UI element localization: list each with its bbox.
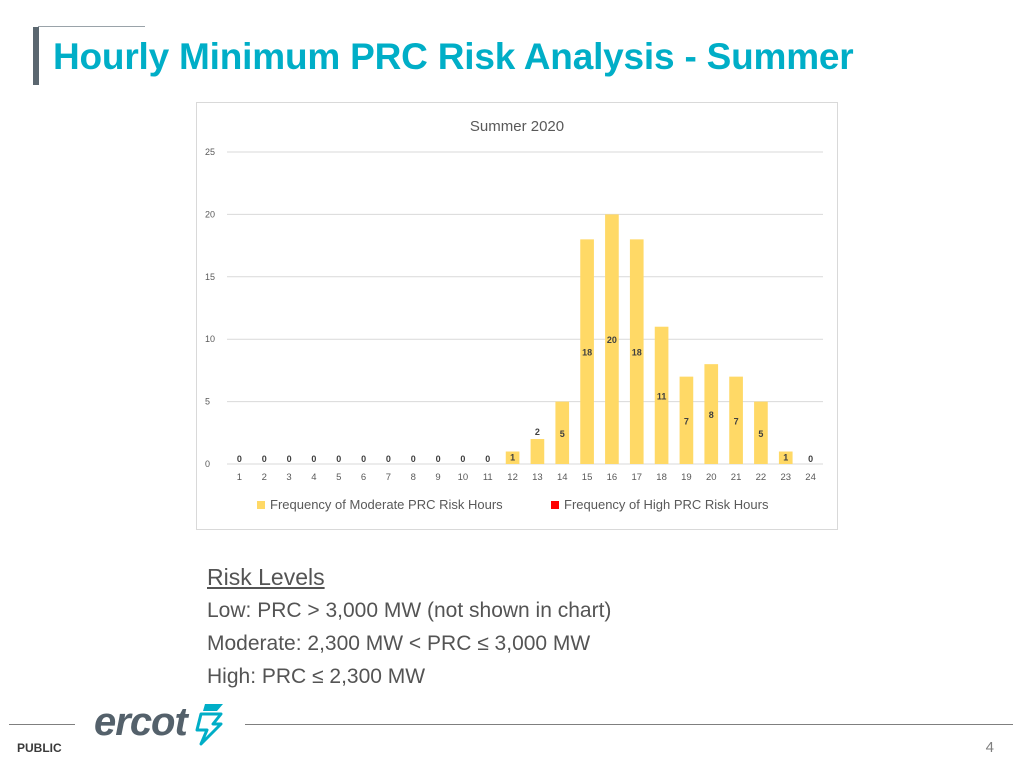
data-label: 0 [436,454,441,464]
data-label: 5 [758,429,763,439]
title-accent-bar [33,27,39,85]
data-label: 0 [262,454,267,464]
bar-moderate [679,376,694,464]
x-tick-label: 4 [311,472,316,483]
data-label: 7 [684,416,689,426]
footer-rule-left [9,724,75,725]
x-tick-label: 22 [756,472,767,483]
bar-moderate [530,439,545,464]
risk-level-high: High: PRC ≤ 2,300 MW [207,665,426,688]
bar-moderate [754,401,768,464]
x-tick-label: 20 [706,472,717,483]
x-tick-label: 15 [582,472,593,483]
data-label: 5 [560,429,565,439]
x-tick-label: 16 [607,472,618,483]
x-tick-label: 21 [731,472,742,483]
data-label: 0 [237,454,242,464]
data-label: 1 [783,453,788,463]
ercot-logo: ercot [94,697,227,747]
data-label: 2 [535,427,540,437]
risk-level-moderate: Moderate: 2,300 MW < PRC ≤ 3,000 MW [207,632,591,655]
data-label: 0 [808,454,813,464]
x-tick-label: 14 [557,472,568,483]
data-label: 0 [361,454,366,464]
bar-moderate [605,214,619,464]
y-tick-label: 20 [205,209,215,219]
x-tick-label: 12 [507,472,518,483]
legend-swatch [257,501,265,509]
y-tick-label: 5 [205,397,210,407]
x-tick-label: 8 [411,472,416,483]
lightning-bolt-icon [195,704,223,746]
data-label: 20 [607,335,617,345]
x-tick-label: 17 [631,472,642,483]
data-label: 0 [485,454,490,464]
data-label: 0 [311,454,316,464]
x-tick-label: 1 [237,472,242,483]
x-tick-label: 19 [681,472,692,483]
data-label: 18 [632,348,642,358]
x-tick-label: 5 [336,472,341,483]
x-tick-label: 24 [805,472,816,483]
data-label: 11 [657,391,667,401]
data-label: 0 [287,454,292,464]
x-tick-label: 7 [386,472,391,483]
data-label: 7 [734,416,739,426]
legend-swatch [551,501,559,509]
x-tick-label: 6 [361,472,366,483]
data-label: 8 [709,410,714,420]
y-tick-label: 25 [205,147,215,157]
bar-moderate [778,451,793,464]
y-tick-label: 15 [205,272,215,282]
bar-moderate [580,239,594,464]
bar-moderate [505,451,520,464]
x-tick-label: 13 [532,472,543,483]
risk-levels: Risk Levels Low: PRC > 3,000 MW (not sho… [207,561,611,693]
classification-label: PUBLIC [17,741,62,755]
risk-levels-heading: Risk Levels [207,564,325,590]
data-label: 1 [510,453,515,463]
page-number: 4 [985,739,994,756]
chart-frame: Summer 2020 0 5 10 15 20 25 0 1 0 2 0 3 0 4 0 5 0 6 0 7 0 8 0 9 0… [196,102,838,530]
title-top-rule [38,26,145,27]
x-tick-label: 10 [458,472,469,483]
x-tick-label: 9 [435,472,440,483]
data-label: 0 [460,454,465,464]
x-tick-label: 23 [780,472,791,483]
footer-rule-right [245,724,1013,725]
bar-moderate [629,239,644,464]
x-tick-label: 3 [286,472,291,483]
bar-moderate [729,376,743,464]
legend-label: Frequency of Moderate PRC Risk Hours [270,497,503,512]
y-tick-label: 10 [205,334,215,344]
y-tick-label: 0 [205,459,210,469]
logo-wordmark: ercot [94,699,188,744]
x-tick-label: 11 [483,472,493,483]
data-label: 0 [386,454,391,464]
data-label: 18 [582,348,592,358]
x-tick-label: 18 [656,472,667,483]
bar-moderate [654,326,669,464]
bar-moderate [704,364,719,464]
chart-title: Summer 2020 [470,118,564,135]
data-label: 0 [411,454,416,464]
bar-moderate [555,401,570,464]
bar-chart: Summer 202005101520250102030405060708090… [205,118,823,512]
data-label: 0 [336,454,341,464]
slide-title: Hourly Minimum PRC Risk Analysis - Summe… [53,36,854,77]
risk-level-low: Low: PRC > 3,000 MW (not shown in chart) [207,599,612,622]
x-tick-label: 2 [262,472,267,483]
legend-label: Frequency of High PRC Risk Hours [564,497,769,512]
